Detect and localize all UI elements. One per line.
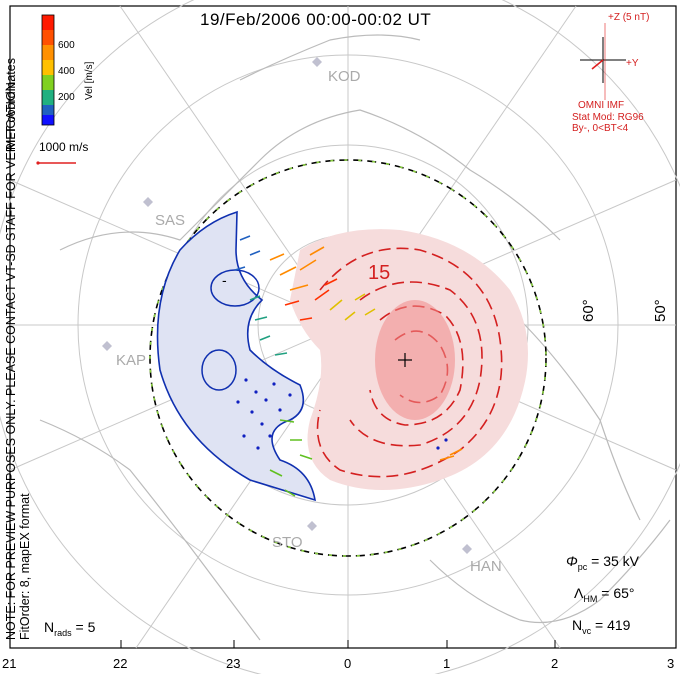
- mlt-tick-2: 2: [551, 656, 559, 671]
- fit-order-label: FitOrder: 8, mapEX format: [18, 493, 32, 640]
- imf-clock: [580, 23, 626, 100]
- stat-model: Stat Mod: RG96: [572, 112, 644, 123]
- positive-contour-label: 15: [368, 262, 391, 284]
- station-kap: KAP: [116, 352, 147, 369]
- stat-lambda-hm-value: = 65°: [601, 585, 635, 601]
- stat-n-vc: Nvc = 419: [572, 617, 631, 636]
- lat-label-60: 60°: [580, 299, 597, 322]
- coastlines: [39, 34, 671, 641]
- imf-y-label: +Y: [626, 58, 639, 69]
- colorbar-tick-200: 200: [58, 92, 75, 103]
- max-potential-marker: [398, 353, 412, 367]
- mlt-tick-22: 22: [113, 656, 128, 671]
- imf-condition: By-, 0<BT<4: [572, 123, 629, 134]
- imf-z-label: +Z (5 nT): [608, 12, 650, 23]
- negative-contour-small: [201, 349, 237, 391]
- scale-label: 1000 m/s: [39, 140, 89, 154]
- scale-vector: [36, 161, 76, 165]
- mlt-tick-21: 21: [2, 656, 17, 671]
- colorbar-tick-600: 600: [58, 40, 75, 51]
- mlt-tick-23: 23: [226, 656, 241, 671]
- station-markers: [102, 57, 472, 554]
- lat-label-50: 50°: [652, 299, 669, 322]
- velocity-vectors: [234, 235, 463, 497]
- station-han: HAN: [470, 558, 502, 575]
- positive-core: [375, 300, 455, 420]
- mlt-tick-0: 0: [344, 656, 352, 671]
- station-sto: STO: [272, 534, 303, 551]
- colorbar: [41, 14, 55, 126]
- stat-n-rads-value: = 5: [75, 619, 96, 635]
- stat-n-vc-value: = 419: [595, 617, 631, 633]
- mlt-tick-3: 3: [667, 656, 675, 671]
- preview-notice: NOTE: FOR PREVIEW PURPOSES ONLY. PLEASE …: [4, 78, 18, 640]
- stat-n-rads: Nrads = 5: [44, 619, 96, 638]
- colorbar-tick-400: 400: [58, 66, 75, 77]
- imf-source: OMNI IMF: [578, 100, 625, 111]
- station-kod: KOD: [328, 68, 361, 85]
- plot-title: 19/Feb/2006 00:00-00:02 UT: [200, 10, 432, 29]
- stat-lambda-hm: ΛHM = 65°: [574, 585, 635, 604]
- stat-phi-pc: Φpc = 35 kV: [566, 553, 639, 572]
- stat-phi-pc-value: = 35 kV: [591, 553, 639, 569]
- velocity-dots: [236, 378, 448, 450]
- hm-boundary-dots: [149, 159, 547, 557]
- plot-frame: [9, 5, 677, 649]
- negative-potential-cell: [156, 210, 317, 502]
- colorbar-unit-label: Vel [m/s]: [84, 61, 95, 100]
- station-sas: SAS: [155, 212, 186, 229]
- mlt-tick-1: 1: [443, 656, 451, 671]
- negative-contour-label: -: [222, 272, 227, 288]
- mlt-tick-marks: [9, 640, 677, 648]
